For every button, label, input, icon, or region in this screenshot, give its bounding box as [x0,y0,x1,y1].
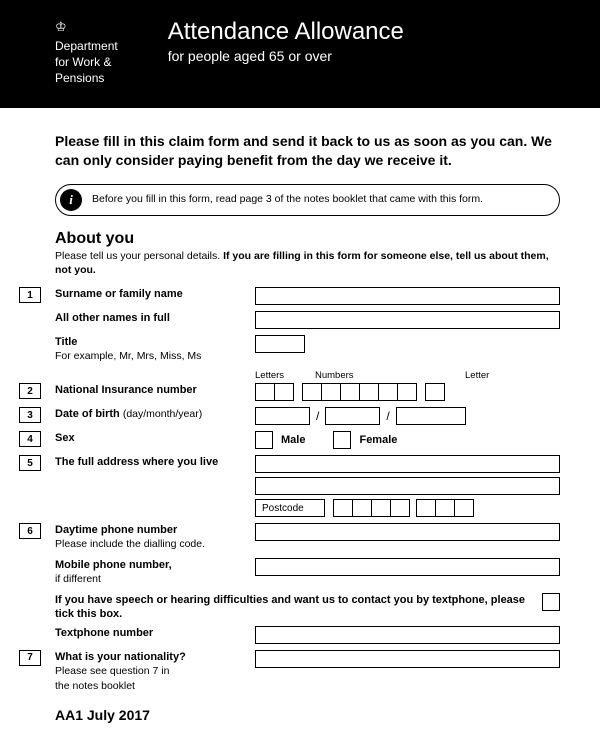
ni-col-label: Letter [465,370,489,381]
question-row: 5 The full address where you live Postco… [55,455,560,517]
question-number: 6 [19,523,41,539]
field-label: National Insurance number [55,384,197,396]
question-row: Mobile phone number, if different [55,558,560,587]
section-subtext: Please tell us your personal details. If… [55,250,560,277]
title-block: Attendance Allowance for people aged 65 … [168,18,404,64]
postcode-input[interactable] [333,499,474,517]
dob-separator: / [310,409,325,423]
field-label: What is your nationality? [55,651,186,663]
question-number: 5 [19,455,41,471]
question-row: 4 Sex Male Female [55,431,560,449]
sex-female-label: Female [359,434,397,446]
field-hint: (day/month/year) [123,408,202,420]
textphone-checkbox[interactable] [542,593,560,611]
question-number: 4 [19,431,41,447]
page-subtitle: for people aged 65 or over [168,48,404,64]
field-label: Sex [55,432,75,444]
field-label: Textphone number [55,627,153,639]
field-hint: if different [55,573,101,585]
ni-col-label: Letters [255,370,295,381]
question-row: Textphone number [55,626,560,644]
question-number: 1 [19,287,41,303]
info-text: Before you fill in this form, read page … [92,193,483,206]
address-line-input[interactable] [255,477,560,495]
surname-input[interactable] [255,287,560,305]
field-hint: the notes booklet [55,680,135,692]
postcode-label: Postcode [255,499,325,517]
field-hint: Please include the dialling code. [55,538,205,550]
question-row: Title For example, Mr, Mrs, Miss, Ms [55,335,560,364]
field-label: Mobile phone number, [55,559,172,571]
page-title: Attendance Allowance [168,18,404,46]
dept-line: Pensions [55,70,118,86]
textphone-note: If you have speech or hearing difficulti… [55,593,532,622]
info-callout: i Before you fill in this form, read pag… [55,184,560,216]
question-row: 1 Surname or family name [55,287,560,305]
dob-year-input[interactable] [396,407,466,425]
crown-icon: ♔ [55,18,118,36]
question-row: All other names in full [55,311,560,329]
question-row: 7 What is your nationality? Please see q… [55,650,560,694]
textphone-note-row: If you have speech or hearing difficulti… [55,593,560,622]
mobile-phone-input[interactable] [255,558,560,576]
section-heading: About you [55,230,560,248]
ni-letter-input[interactable] [425,383,445,401]
department-block: ♔ Department for Work & Pensions [55,18,118,86]
field-hint: Please see question 7 in [55,665,169,677]
dept-line: Department [55,38,118,54]
question-number: 7 [19,650,41,666]
dept-line: for Work & [55,54,118,70]
sex-male-label: Male [281,434,305,446]
ni-col-label: Numbers [315,370,435,381]
page-header: ♔ Department for Work & Pensions Attenda… [0,0,600,108]
field-label: The full address where you live [55,456,218,468]
ni-header-row: Letters Numbers Letter [55,370,560,382]
sex-female-checkbox[interactable] [333,431,351,449]
form-content: Please fill in this claim form and send … [0,108,600,733]
ni-numbers-input[interactable] [302,383,417,401]
dob-separator: / [380,409,395,423]
field-label: All other names in full [55,312,170,324]
address-line-input[interactable] [255,455,560,473]
ni-letters-input[interactable] [255,383,294,401]
field-label: Date of birth [55,408,123,420]
intro-text: Please fill in this claim form and send … [55,132,560,170]
question-number: 2 [19,383,41,399]
field-hint: For example, Mr, Mrs, Miss, Ms [55,350,201,362]
dob-day-input[interactable] [255,407,310,425]
othernames-input[interactable] [255,311,560,329]
nationality-input[interactable] [255,650,560,668]
question-number: 3 [19,407,41,423]
field-label: Title [55,336,77,348]
dob-month-input[interactable] [325,407,380,425]
question-row: 2 National Insurance number [55,383,560,401]
info-icon: i [60,189,82,211]
daytime-phone-input[interactable] [255,523,560,541]
sex-male-checkbox[interactable] [255,431,273,449]
section-sub-plain: Please tell us your personal details. [55,250,223,262]
textphone-input[interactable] [255,626,560,644]
question-row: 3 Date of birth (day/month/year) / / [55,407,560,425]
title-input[interactable] [255,335,305,353]
form-code: AA1 July 2017 [55,707,560,723]
field-label: Surname or family name [55,288,183,300]
field-label: Daytime phone number [55,524,177,536]
question-row: 6 Daytime phone number Please include th… [55,523,560,552]
